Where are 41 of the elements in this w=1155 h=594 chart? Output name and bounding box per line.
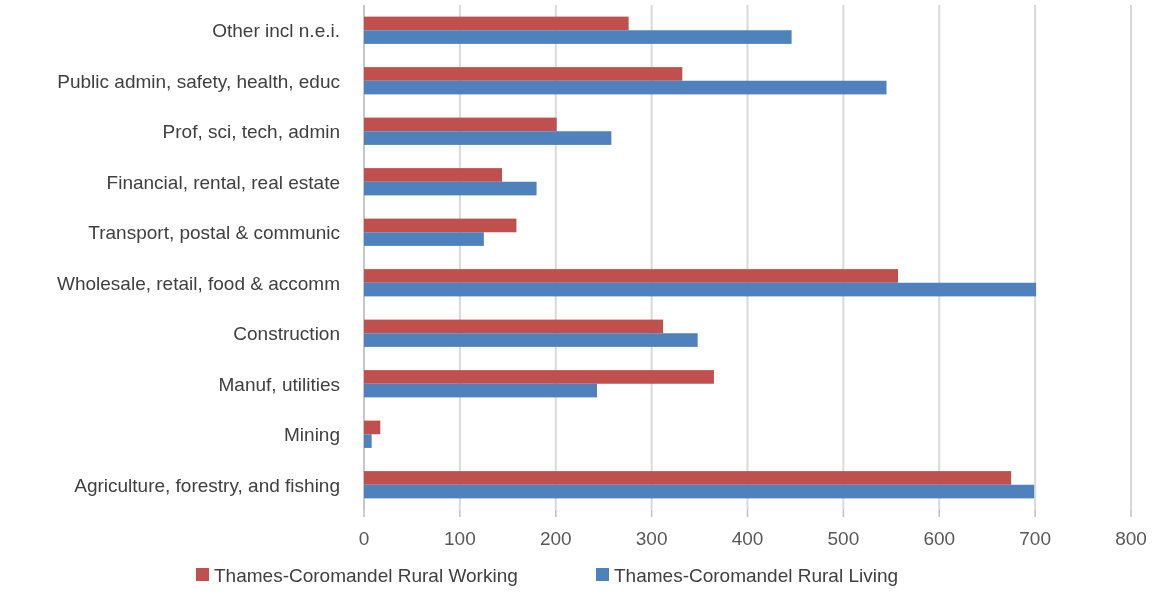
bar <box>364 383 597 398</box>
bar <box>364 420 381 435</box>
bar <box>364 484 1035 499</box>
bar <box>364 117 557 132</box>
y-tick-label: Manuf, utilities <box>218 373 340 395</box>
y-tick-label: Public admin, safety, health, educ <box>57 70 340 92</box>
bar <box>364 168 503 182</box>
bar <box>364 218 517 233</box>
legend-label: Thames-Coromandel Rural Living <box>614 565 899 586</box>
x-tick-label: 700 <box>1019 528 1051 549</box>
x-tick-label: 500 <box>827 528 860 549</box>
bar <box>364 269 899 283</box>
bar <box>364 333 698 347</box>
bar <box>364 434 372 448</box>
bar <box>364 282 1037 297</box>
legend-label: Thames-Coromandel Rural Working <box>214 565 518 586</box>
bar <box>364 30 792 44</box>
bar <box>364 370 714 384</box>
bar <box>364 471 1012 485</box>
x-tick-label: 200 <box>539 528 572 549</box>
x-tick-label: 800 <box>1115 528 1147 549</box>
bar <box>364 16 629 31</box>
y-tick-label: Prof, sci, tech, admin <box>162 121 340 143</box>
bar <box>364 80 887 95</box>
y-tick-label: Construction <box>233 323 340 345</box>
y-tick-label: Transport, postal & communic <box>88 222 340 244</box>
y-tick-label: Other incl n.e.i. <box>212 20 340 42</box>
y-tick-label: Wholesale, retail, food & accomm <box>56 272 340 294</box>
x-tick-label: 600 <box>923 528 956 549</box>
bar <box>364 319 664 334</box>
bar <box>364 131 612 145</box>
y-tick-label: Agriculture, forestry, and fishing <box>74 474 340 496</box>
bar <box>364 67 683 81</box>
x-tick-label: 0 <box>358 528 370 549</box>
x-tick-label: 300 <box>635 528 668 549</box>
bar <box>364 232 484 246</box>
y-tick-label: Financial, rental, real estate <box>106 171 340 193</box>
x-tick-label: 400 <box>731 528 764 549</box>
bar <box>364 181 537 196</box>
y-tick-label: Mining <box>284 424 340 446</box>
x-tick-label: 100 <box>444 528 476 549</box>
